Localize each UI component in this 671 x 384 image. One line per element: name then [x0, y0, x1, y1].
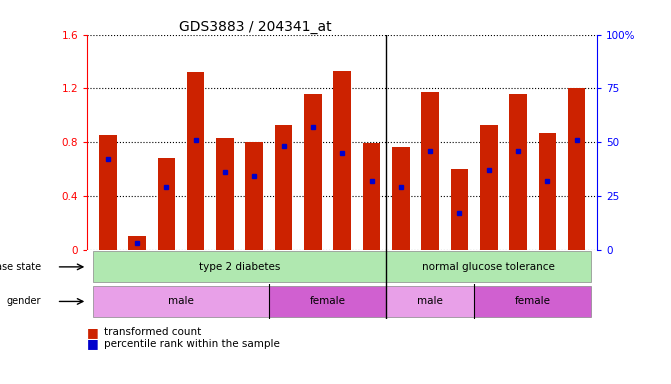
Text: female: female	[309, 296, 346, 306]
Text: female: female	[515, 296, 551, 306]
Bar	[392, 147, 409, 250]
Bar	[99, 136, 117, 250]
Bar	[386, 252, 591, 283]
Bar	[509, 94, 527, 250]
Text: male: male	[168, 296, 194, 306]
Bar	[93, 252, 386, 283]
Bar	[451, 169, 468, 250]
Text: transformed count: transformed count	[104, 327, 201, 337]
Bar	[333, 71, 351, 250]
Text: percentile rank within the sample: percentile rank within the sample	[104, 339, 280, 349]
Text: gender: gender	[7, 296, 42, 306]
Bar	[480, 124, 497, 250]
Bar	[539, 133, 556, 250]
Text: GDS3883 / 204341_at: GDS3883 / 204341_at	[179, 20, 331, 33]
Bar	[363, 143, 380, 250]
Bar	[275, 124, 293, 250]
Bar	[187, 72, 205, 250]
Bar	[216, 138, 234, 250]
Bar	[568, 88, 586, 250]
Text: ■: ■	[87, 326, 99, 339]
Bar	[304, 94, 321, 250]
Text: male: male	[417, 296, 443, 306]
Text: disease state: disease state	[0, 262, 42, 272]
Bar	[474, 286, 591, 317]
Bar	[269, 286, 386, 317]
Text: type 2 diabetes: type 2 diabetes	[199, 262, 280, 272]
Text: ■: ■	[87, 337, 99, 350]
Bar	[386, 286, 474, 317]
Bar	[93, 286, 269, 317]
Text: normal glucose tolerance: normal glucose tolerance	[422, 262, 555, 272]
Bar	[246, 142, 263, 250]
Bar	[158, 158, 175, 250]
Bar	[128, 236, 146, 250]
Bar	[421, 92, 439, 250]
